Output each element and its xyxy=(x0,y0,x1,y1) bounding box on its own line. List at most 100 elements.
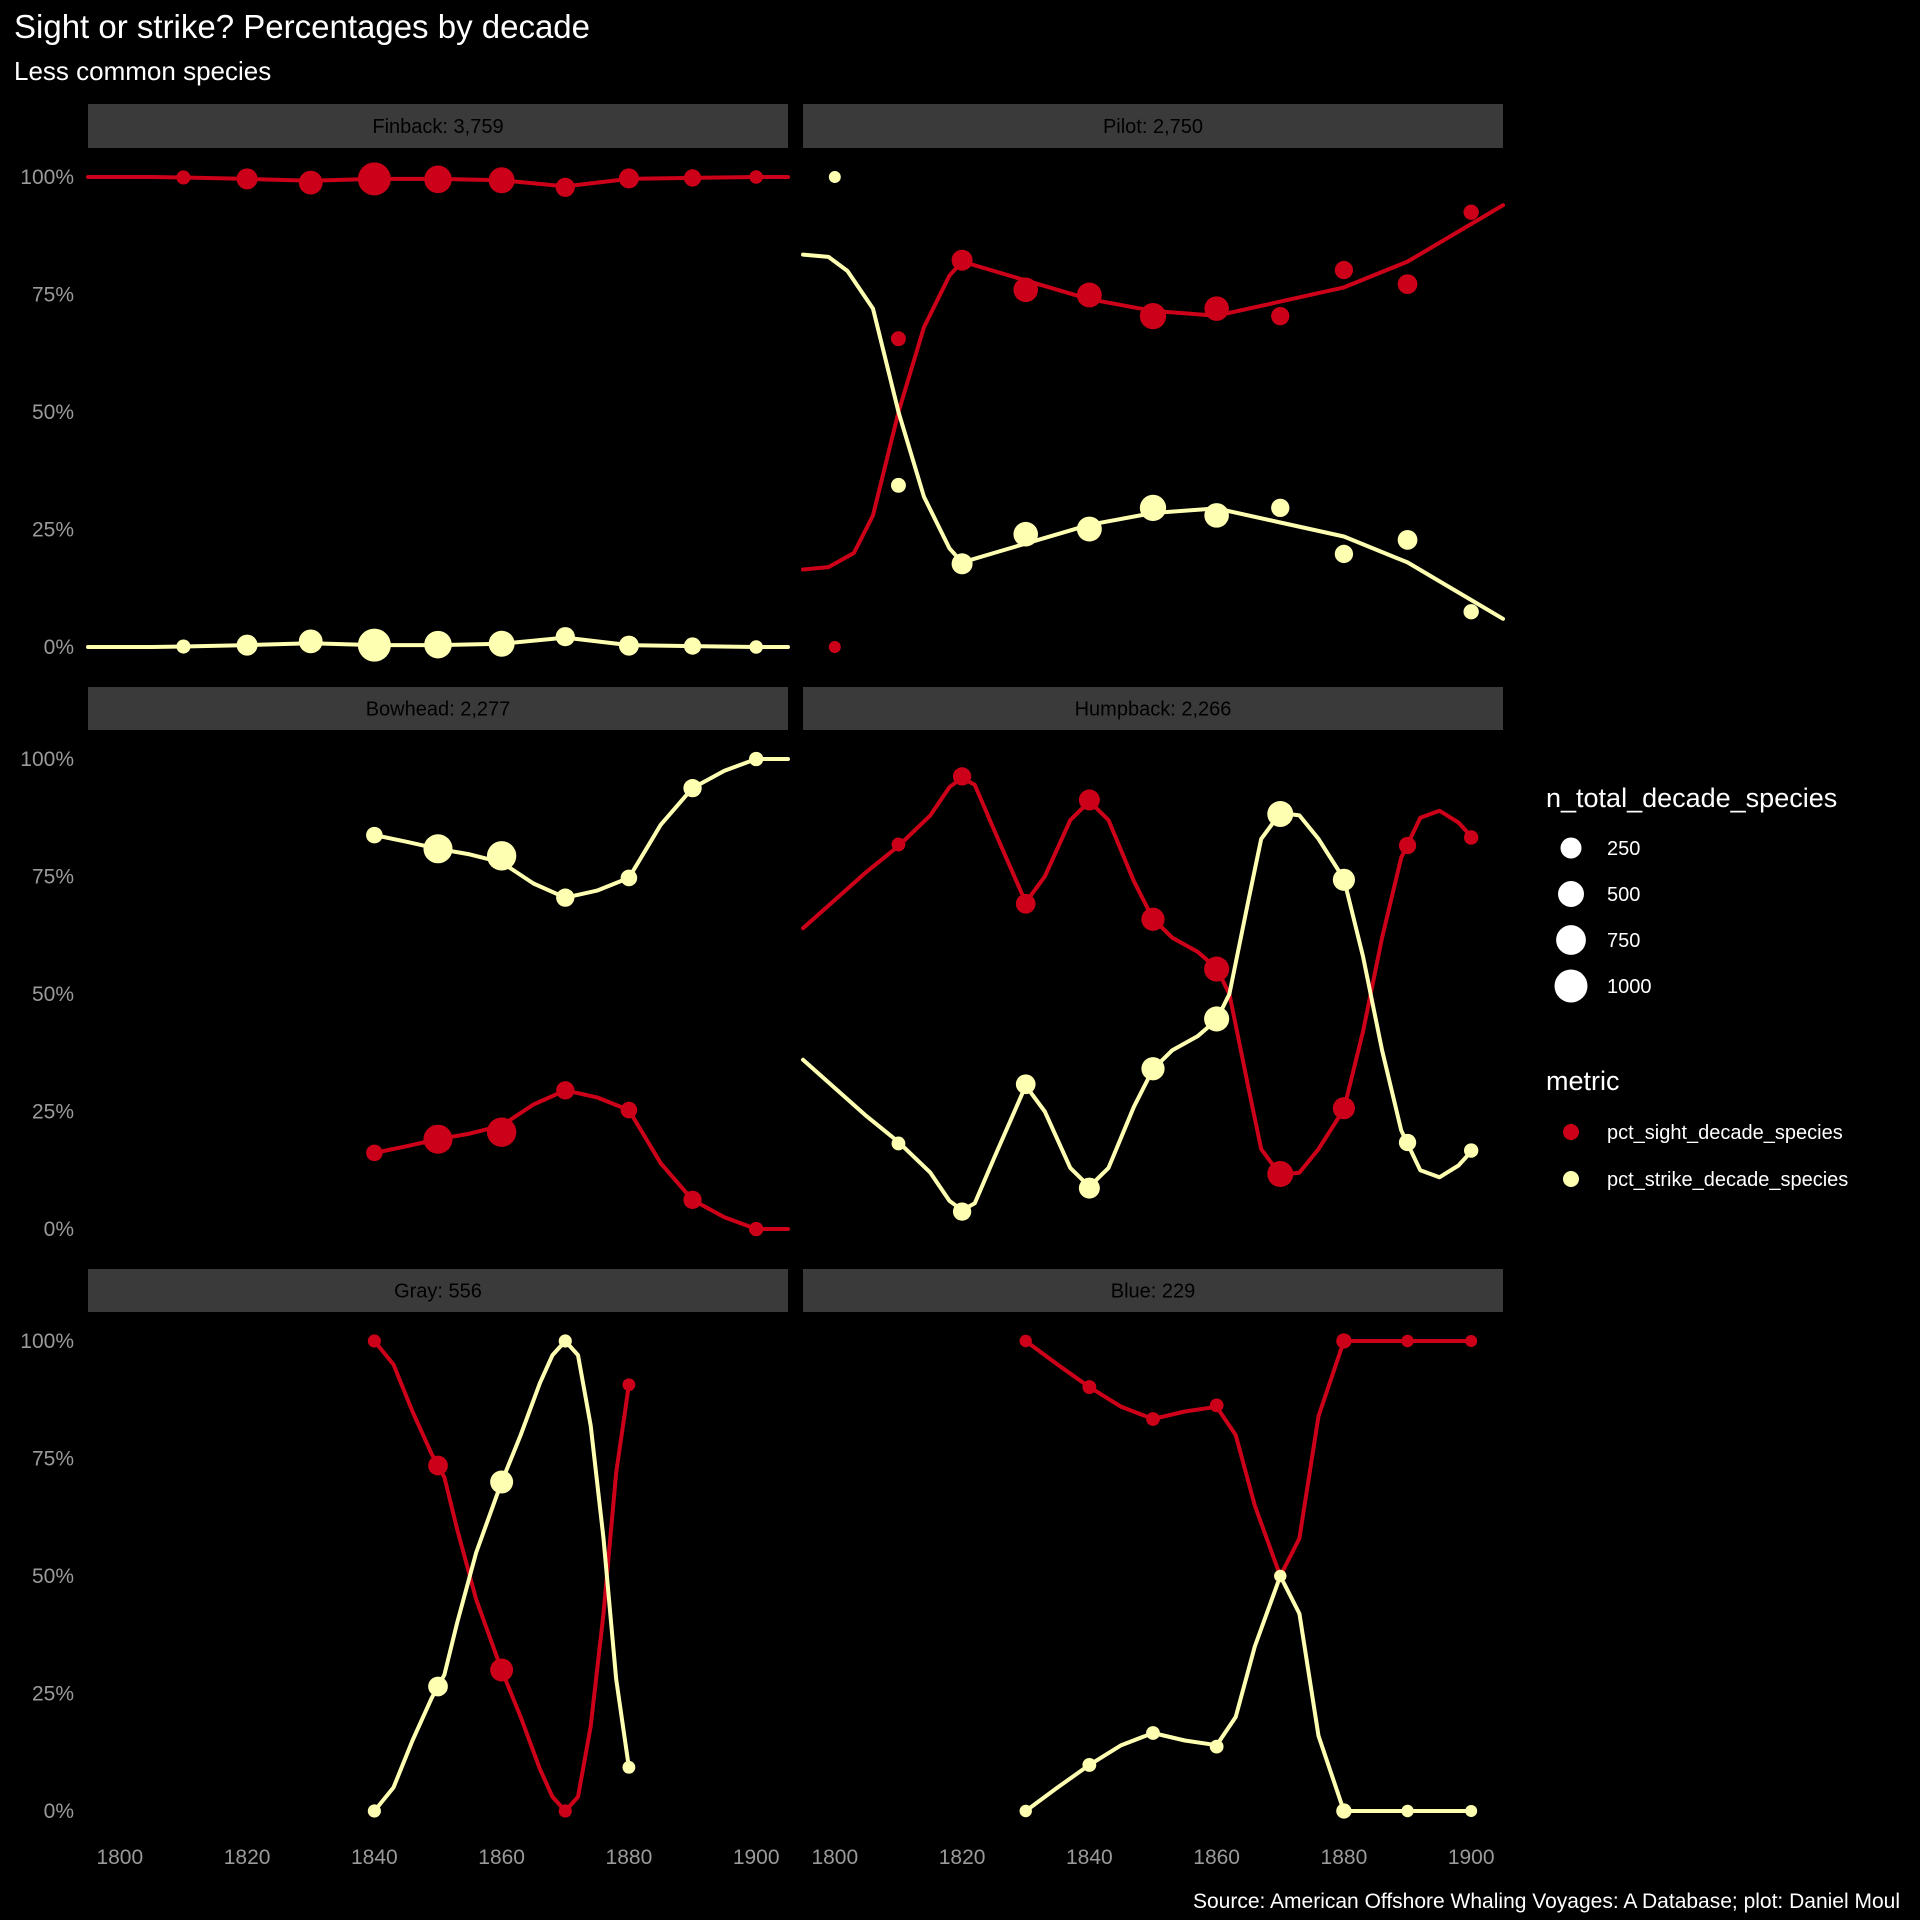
y-tick-label: 25% xyxy=(32,1683,74,1706)
size-legend-key xyxy=(1560,837,1582,859)
sight-smooth-line xyxy=(801,203,1505,572)
sight-point xyxy=(952,767,972,786)
sight-point xyxy=(367,1334,381,1348)
sight-smooth-line xyxy=(372,1339,631,1813)
x-tick-label: 1900 xyxy=(1448,1846,1495,1869)
color-legend-label: pct_strike_decade_species xyxy=(1607,1169,1848,1191)
strike-point xyxy=(620,869,638,887)
sight-point xyxy=(1463,204,1479,220)
sight-point xyxy=(1013,277,1039,303)
sight-point xyxy=(1204,296,1229,321)
strike-point xyxy=(1146,1726,1160,1740)
strike-smooth-line xyxy=(801,811,1474,1213)
sight-point xyxy=(1334,260,1354,280)
strike-point xyxy=(1139,494,1167,522)
sight-point xyxy=(1397,274,1418,295)
strike-point xyxy=(1204,1006,1230,1032)
x-tick-label: 1900 xyxy=(733,1846,780,1869)
sight-smooth-line xyxy=(372,1088,790,1231)
facet-label: Blue: 229 xyxy=(1111,1281,1196,1303)
sight-point xyxy=(951,249,973,271)
strike-point xyxy=(236,634,258,656)
sight-point xyxy=(1019,1334,1032,1348)
size-legend-title: n_total_decade_species xyxy=(1546,783,1837,813)
facet-label: Finback: 3,759 xyxy=(372,116,503,138)
size-legend-label: 250 xyxy=(1607,838,1640,860)
sight-point xyxy=(828,641,841,653)
sight-point xyxy=(683,169,702,187)
strike-point xyxy=(891,477,906,493)
strike-point xyxy=(424,630,452,659)
y-tick-label: 0% xyxy=(44,636,74,659)
strike-smooth-line xyxy=(801,252,1505,621)
sight-point xyxy=(1082,1380,1097,1394)
chart-title: Sight or strike? Percentages by decade xyxy=(14,8,591,45)
y-tick-label: 25% xyxy=(32,519,74,542)
sight-point xyxy=(618,168,639,189)
y-tick-label: 75% xyxy=(32,1448,74,1471)
strike-point xyxy=(622,1760,636,1774)
strike-point xyxy=(367,1804,381,1818)
strike-point xyxy=(1078,1177,1100,1199)
x-tick-label: 1860 xyxy=(478,1846,525,1869)
sight-point xyxy=(1078,789,1100,811)
y-tick-label: 100% xyxy=(20,166,74,189)
sight-point xyxy=(748,1221,764,1237)
color-legend-label: pct_sight_decade_species xyxy=(1607,1122,1843,1144)
sight-point xyxy=(555,177,575,197)
sight-point xyxy=(488,167,515,194)
size-legend-key xyxy=(1556,925,1586,955)
sight-point xyxy=(558,1804,572,1818)
strike-point xyxy=(1463,604,1479,620)
sight-smooth-line xyxy=(1023,1339,1474,1578)
strike-point xyxy=(486,841,517,871)
strike-point xyxy=(1019,1804,1032,1818)
x-tick-label: 1800 xyxy=(811,1846,858,1869)
facet-strip xyxy=(803,1269,1503,1312)
y-tick-label: 50% xyxy=(32,983,74,1006)
y-tick-label: 100% xyxy=(20,1330,74,1353)
sight-point xyxy=(490,1658,514,1682)
facet-strip xyxy=(88,104,788,148)
facet-label: Bowhead: 2,277 xyxy=(366,699,511,721)
sight-point xyxy=(891,331,906,347)
x-tick-label: 1800 xyxy=(96,1846,143,1869)
sight-point xyxy=(556,1081,575,1100)
sight-point xyxy=(1465,1335,1478,1347)
x-tick-label: 1860 xyxy=(1193,1846,1240,1869)
y-tick-label: 75% xyxy=(32,866,74,889)
y-tick-label: 50% xyxy=(32,401,74,424)
strike-point xyxy=(428,1676,448,1697)
facet-label: Pilot: 2,750 xyxy=(1103,116,1203,138)
sight-point xyxy=(1146,1412,1160,1426)
strike-point xyxy=(366,826,383,844)
strike-point xyxy=(952,1202,972,1221)
strike-point xyxy=(1204,503,1229,528)
sight-point xyxy=(298,170,323,195)
strike-point xyxy=(1336,1803,1352,1819)
size-legend-label: 1000 xyxy=(1607,976,1652,998)
sight-point xyxy=(620,1101,638,1119)
strike-point xyxy=(1267,801,1294,827)
strike-point xyxy=(1465,1805,1478,1817)
strike-smooth-line xyxy=(372,757,790,900)
sight-point xyxy=(1463,830,1479,845)
sight-point xyxy=(366,1144,383,1162)
strike-point xyxy=(828,171,841,183)
facet-label: Humpback: 2,266 xyxy=(1075,699,1232,721)
x-tick-label: 1840 xyxy=(1066,1846,1113,1869)
strike-point xyxy=(488,630,515,657)
strike-point xyxy=(1013,521,1039,547)
strike-point xyxy=(176,639,191,654)
size-legend-label: 500 xyxy=(1607,884,1640,906)
x-tick-label: 1880 xyxy=(1321,1846,1368,1869)
sight-point xyxy=(428,1455,448,1476)
y-tick-label: 100% xyxy=(20,748,74,771)
sight-point xyxy=(1015,893,1036,914)
sight-point xyxy=(1209,1398,1224,1413)
x-tick-label: 1820 xyxy=(939,1846,986,1869)
sight-point xyxy=(1398,836,1417,855)
strike-point xyxy=(1141,1057,1165,1081)
sight-point xyxy=(1271,306,1290,326)
